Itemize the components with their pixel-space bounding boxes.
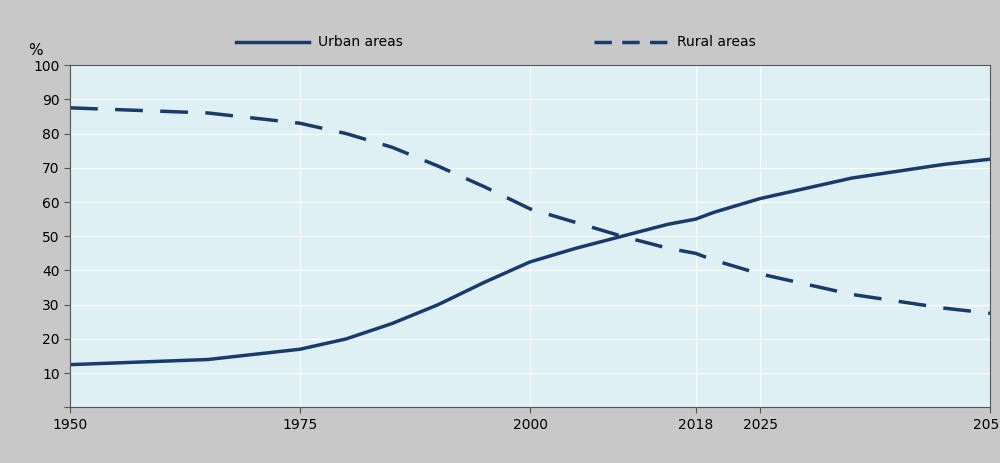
Text: Urban areas: Urban areas xyxy=(318,35,403,49)
Text: %: % xyxy=(29,43,43,58)
Text: Rural areas: Rural areas xyxy=(677,35,756,49)
